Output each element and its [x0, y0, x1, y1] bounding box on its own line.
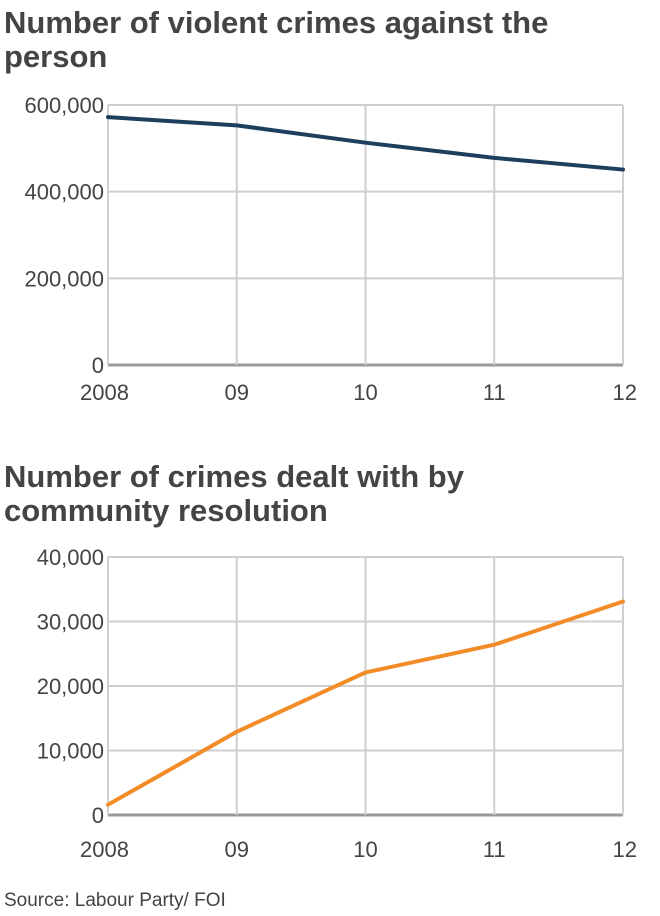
chart-1-ytick-label: 200,000 [24, 266, 104, 291]
chart-1-xtick-label: 11 [483, 380, 506, 405]
chart-1-ytick-label: 0 [92, 353, 104, 378]
chart-2-ytick-label: 20,000 [37, 674, 104, 699]
chart-1-xtick-label: 2008 [80, 380, 129, 405]
chart-1-title: Number of violent crimes against the per… [4, 5, 549, 74]
chart-2-ytick-label: 30,000 [37, 610, 104, 635]
chart-2-ytick-label: 0 [92, 803, 104, 828]
chart-2-xtick-label: 12 [613, 837, 637, 862]
chart-1-ytick-label: 600,000 [24, 93, 104, 118]
chart-1-ytick-label: 400,000 [24, 180, 104, 205]
chart-2-xtick-label: 10 [353, 837, 377, 862]
chart-2-ytick-label: 40,000 [37, 545, 104, 570]
chart-2-title: Number of crimes dealt with by community… [4, 459, 464, 528]
chart-2-ytick-label: 10,000 [37, 739, 104, 764]
chart-1-xtick-label: 10 [353, 380, 377, 405]
source-note: Source: Labour Party/ FOI [4, 890, 226, 911]
chart-2-xtick-label: 09 [225, 837, 249, 862]
chart-2-xtick-label: 2008 [80, 837, 129, 862]
chart-1-xtick-label: 09 [225, 380, 249, 405]
chart-1-xtick-label: 12 [613, 380, 637, 405]
chart-2-xtick-label: 11 [483, 837, 506, 862]
